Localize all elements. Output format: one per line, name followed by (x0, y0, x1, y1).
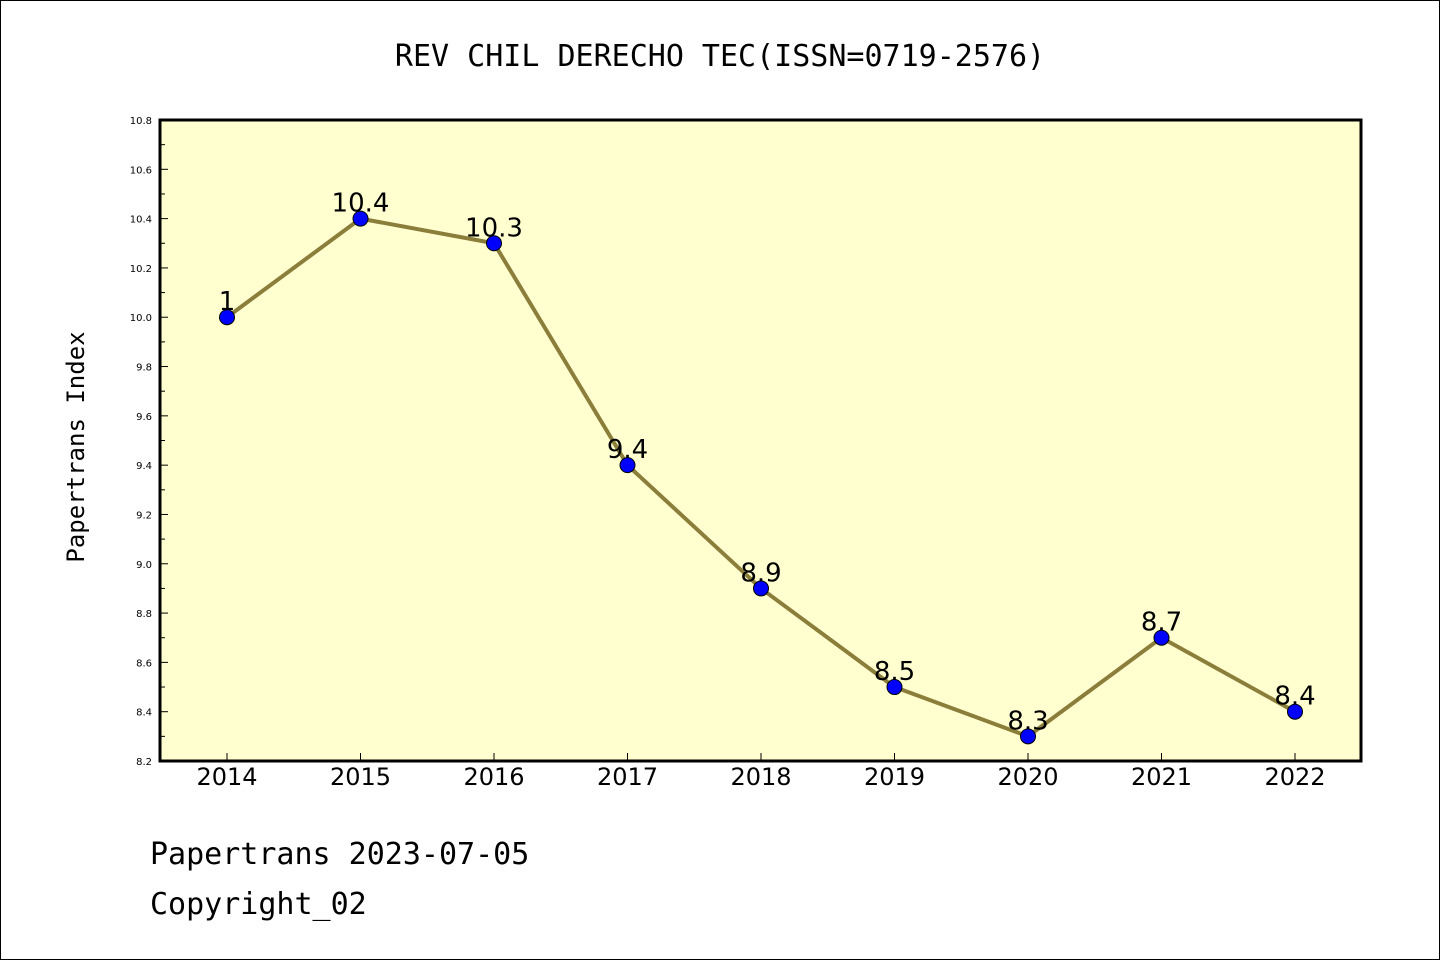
plot-border (158, 118, 1363, 763)
data-point (219, 309, 235, 326)
x-tick-label: 2016 (463, 763, 524, 791)
x-tick-label: 2018 (730, 763, 791, 791)
data-labels: 1 10.4 10.3 9.4 8.9 8.5 8.3 8.7 8.4 (219, 189, 1316, 737)
data-point (753, 580, 769, 597)
data-point (886, 679, 903, 696)
data-point (1287, 703, 1303, 720)
y-tick-label: 10.6 (130, 165, 152, 176)
data-label: 1 (219, 287, 236, 317)
y-tick-label: 10.2 (130, 264, 152, 275)
data-label: 10.4 (332, 189, 390, 219)
data-label: 8.7 (1141, 608, 1182, 638)
data-label: 8.9 (740, 558, 781, 588)
data-point (619, 457, 636, 474)
data-label: 8.5 (874, 657, 915, 687)
data-point (1020, 728, 1036, 745)
y-tick-label: 9.2 (136, 510, 152, 521)
y-tick-label: 10.8 (130, 116, 152, 127)
data-points (219, 210, 1303, 745)
data-point (352, 210, 369, 227)
x-tick-label: 2014 (196, 763, 257, 791)
y-tick-label: 9.8 (136, 363, 152, 374)
footer-date: Papertrans 2023-07-05 (150, 837, 529, 872)
data-label: 8.4 (1274, 682, 1315, 712)
plot-area (160, 120, 1361, 761)
x-tick-label: 2021 (1131, 763, 1192, 791)
y-tick-label: 9.6 (136, 412, 152, 423)
footer-copyright: Copyright_02 (150, 887, 367, 922)
data-label: 10.3 (465, 213, 523, 243)
y-tick-label: 9.0 (136, 560, 152, 571)
y-tick-label: 8.6 (136, 658, 152, 669)
data-point (1153, 629, 1170, 646)
y-tick-label: 10.4 (130, 215, 152, 226)
y-tick-label: 8.8 (136, 609, 152, 620)
y-tick-label: 10.0 (130, 313, 152, 324)
y-tick-label: 8.4 (136, 708, 152, 719)
x-tick-label: 2020 (997, 763, 1058, 791)
x-tick-label: 2015 (330, 763, 391, 791)
x-tick-label: 2022 (1264, 763, 1325, 791)
data-point (486, 235, 502, 252)
x-tick-label: 2019 (864, 763, 925, 791)
axis-ticks: 8.28.48.68.89.09.29.49.69.810.010.210.41… (130, 116, 1326, 791)
data-label: 9.4 (607, 435, 648, 465)
y-tick-label: 8.2 (136, 757, 152, 768)
x-tick-label: 2017 (597, 763, 658, 791)
y-tick-label: 9.4 (136, 461, 152, 472)
y-axis-label: Papertrans Index (62, 331, 90, 562)
data-label: 8.3 (1007, 706, 1048, 736)
chart-title: REV CHIL DERECHO TEC(ISSN=0719-2576) (395, 39, 1045, 74)
